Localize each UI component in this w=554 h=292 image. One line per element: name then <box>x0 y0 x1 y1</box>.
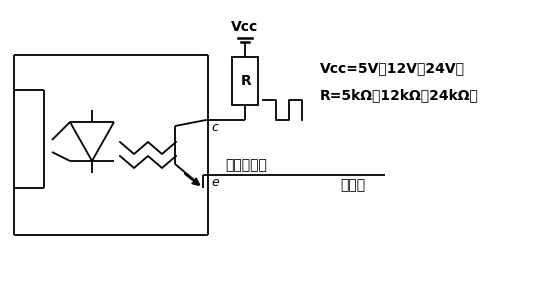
Text: e: e <box>211 176 219 189</box>
Text: c: c <box>211 121 218 134</box>
Bar <box>232 57 258 105</box>
Text: 测试地: 测试地 <box>340 178 365 192</box>
Text: 接至标准表: 接至标准表 <box>225 158 267 172</box>
Text: Vcc: Vcc <box>232 20 259 34</box>
Text: R: R <box>240 74 252 88</box>
Text: R=5kΩ（12kΩ，24kΩ）: R=5kΩ（12kΩ，24kΩ） <box>320 88 479 102</box>
Text: Vcc=5V（12V，24V）: Vcc=5V（12V，24V） <box>320 61 465 75</box>
